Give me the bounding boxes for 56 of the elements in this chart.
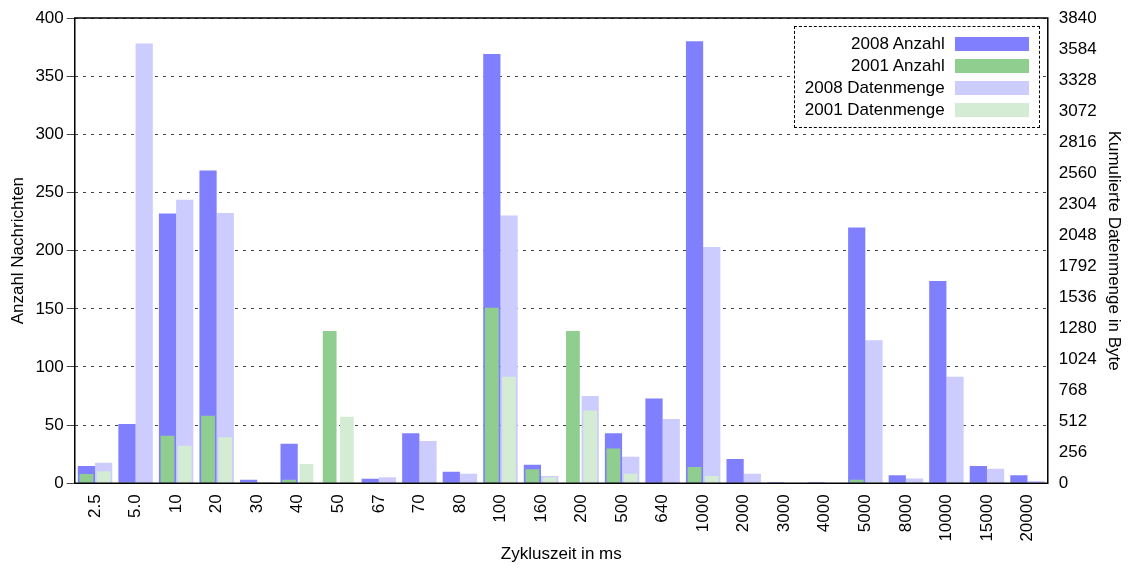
x-tick-label: 4000: [814, 494, 834, 533]
x-tick-label: 8000: [895, 494, 915, 533]
x-tick-label: 2000: [733, 494, 753, 533]
x-axis-title: Zykluszeit in ms: [500, 544, 622, 564]
y-axis-title: Anzahl Nachrichten: [7, 176, 27, 325]
legend-label: 2008 Datenmenge: [804, 77, 945, 99]
y2-tick-label: 3584: [1058, 38, 1097, 58]
legend-label: 2001 Anzahl: [851, 55, 945, 77]
y2-tick-label: 2304: [1058, 193, 1097, 213]
y2-tick-label: 3072: [1058, 100, 1097, 120]
x-tick-label: 2.5: [84, 494, 104, 518]
y-tick-label: 350: [35, 65, 64, 85]
y2-tick-label: 3328: [1058, 69, 1097, 89]
x-tick-label: 15000: [976, 494, 996, 542]
y2-tick-label: 3840: [1058, 7, 1097, 27]
x-tick-label: 40: [287, 494, 307, 514]
x-tick-label: 160: [530, 494, 550, 523]
x-tick-label: 10000: [936, 494, 956, 542]
y2-tick-label: 2560: [1058, 162, 1097, 182]
y-tick-label: 100: [35, 356, 64, 376]
x-tick-label: 70: [409, 494, 429, 514]
x-tick-label: 500: [611, 494, 631, 523]
y-tick-label: 250: [35, 182, 64, 202]
y2-tick-label: 768: [1058, 379, 1088, 399]
y2-tick-label: 1280: [1058, 317, 1097, 337]
x-tick-label: 80: [449, 494, 469, 514]
y2-tick-label: 1536: [1058, 286, 1097, 306]
y-tick-label: 0: [54, 473, 64, 493]
x-tick-label: 30: [246, 494, 266, 514]
y2-axis-title: Kumulierte Datenmenge in Byte: [1105, 130, 1125, 371]
x-tick-label: 3000: [773, 494, 793, 533]
legend-label: 2001 Datenmenge: [804, 99, 945, 121]
y2-tick-label: 2048: [1058, 224, 1097, 244]
x-tick-label: 5.0: [125, 494, 145, 518]
y2-tick-label: 256: [1058, 441, 1088, 461]
y2-tick-label: 1024: [1058, 348, 1097, 368]
y-tick-label: 50: [44, 414, 64, 434]
y-tick-label: 150: [35, 298, 64, 318]
x-tick-label: 20: [206, 494, 226, 514]
y-tick-label: 300: [35, 124, 64, 144]
x-tick-label: 50: [327, 494, 347, 514]
y2-tick-label: 2816: [1058, 131, 1097, 151]
y2-tick-label: 512: [1058, 410, 1088, 430]
y2-tick-label: 0: [1058, 473, 1069, 493]
x-tick-label: 1000: [692, 494, 712, 533]
x-tick-label: 100: [490, 494, 510, 523]
x-tick-label: 640: [652, 494, 672, 523]
x-tick-label: 5000: [855, 494, 875, 533]
y-tick-label: 400: [35, 7, 64, 27]
y-tick-label: 200: [35, 240, 64, 260]
x-tick-label: 67: [368, 494, 388, 514]
x-tick-label: 200: [571, 494, 591, 523]
x-tick-label: 20000: [1017, 494, 1037, 542]
y2-tick-label: 1792: [1058, 255, 1097, 275]
x-tick-label: 10: [165, 494, 185, 514]
legend-label: 2008 Anzahl: [851, 33, 945, 55]
